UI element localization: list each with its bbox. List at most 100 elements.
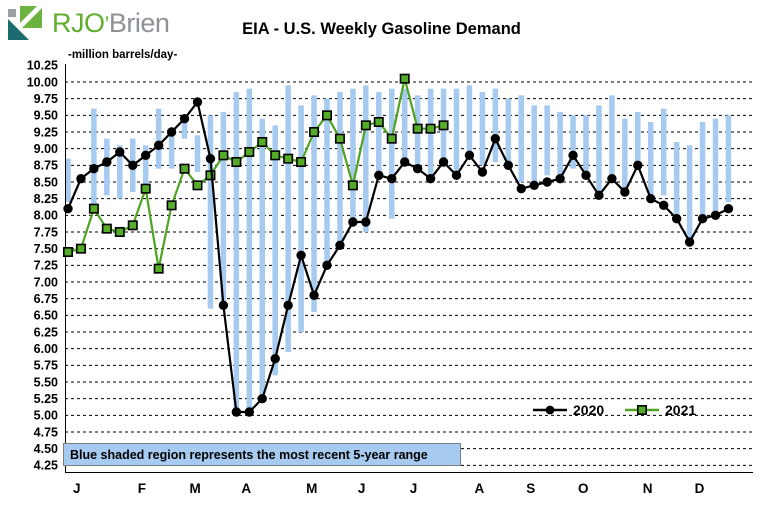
range-bar	[65, 158, 71, 203]
range-bar	[505, 98, 512, 166]
month-label: F	[138, 481, 146, 496]
series-2021-point	[321, 110, 332, 121]
series-2021-point	[231, 157, 242, 168]
legend-marker-2020	[545, 405, 555, 415]
series-2020-point	[529, 180, 539, 191]
month-label: O	[578, 481, 589, 496]
logo-wordmark: RJO’Brien	[52, 6, 170, 42]
series-2020-point	[425, 173, 436, 184]
y-tick-label: 8.50	[34, 175, 58, 189]
series-2021-point	[360, 120, 371, 131]
series-2020-line	[66, 100, 729, 414]
y-tick-label: 10.00	[27, 75, 58, 89]
month-label: M	[306, 481, 317, 496]
range-bar	[311, 95, 317, 313]
series-2021-point	[166, 200, 177, 211]
series-2020-point	[490, 133, 501, 144]
series-2021-point	[140, 183, 151, 194]
series-2021-point	[62, 247, 73, 258]
series-2020-point	[218, 300, 229, 311]
chart-title: EIA - U.S. Weekly Gasoline Demand	[242, 20, 521, 38]
series-2021-point	[412, 123, 423, 134]
series-2020-point	[76, 173, 86, 184]
series-2020-point	[555, 173, 565, 184]
range-bar	[609, 95, 615, 179]
series-2020-point	[542, 177, 552, 187]
y-tick-label: 4.75	[34, 425, 58, 439]
logo-text-rjo: RJO	[52, 8, 105, 38]
range-bar	[492, 88, 499, 163]
month-label: D	[695, 481, 705, 496]
series-2020-point	[374, 170, 384, 181]
month-label: J	[410, 481, 418, 496]
y-tick-label: 8.75	[34, 159, 58, 173]
series-2021-point	[88, 203, 99, 214]
series-2020-point	[322, 260, 332, 271]
range-bar	[466, 85, 473, 156]
rjo-obrien-logo-mark	[8, 6, 42, 40]
series-2021	[62, 73, 449, 274]
y-axis-units-label: -million barrels/day-	[68, 49, 178, 61]
month-label: A	[241, 481, 251, 496]
series-2020	[63, 97, 734, 417]
month-label: N	[643, 481, 653, 496]
series-2020-point	[400, 157, 410, 167]
series-2021-line	[67, 77, 444, 270]
y-tick-label: 9.50	[34, 109, 58, 123]
series-2020-point	[516, 183, 526, 194]
axes	[65, 64, 753, 473]
legend-label-2020: 2020	[573, 402, 604, 418]
y-tick-label: 7.25	[34, 259, 58, 273]
series-2021-point	[296, 157, 307, 168]
range-bar	[207, 115, 214, 309]
y-tick-label: 9.25	[34, 125, 58, 139]
range-bar	[544, 105, 550, 176]
series-2021-point	[309, 127, 320, 138]
range-bar	[622, 118, 628, 193]
series-2021-point	[192, 180, 203, 191]
range-bar	[168, 132, 175, 169]
series-2020-point	[594, 190, 604, 201]
series-2020-point	[283, 300, 293, 311]
y-tick-label: 10.25	[27, 59, 58, 73]
series-2020-point	[244, 407, 255, 417]
series-2020-point	[607, 173, 617, 184]
range-bar	[699, 122, 706, 216]
series-2020-point	[192, 97, 203, 107]
y-tick-label: 5.25	[34, 392, 58, 406]
range-bar	[557, 112, 563, 183]
series-2020-point	[361, 217, 371, 227]
range-bar	[220, 112, 227, 309]
range-bar	[479, 92, 486, 166]
range-bar	[518, 95, 524, 183]
range-bar	[91, 108, 97, 209]
series-2020-point	[710, 210, 721, 221]
rjo-obrien-logo: RJO’Brien	[8, 6, 170, 42]
series-2020-point	[257, 393, 267, 404]
range-bar	[673, 142, 680, 216]
series-2020-point	[348, 217, 358, 227]
series-2020-point	[205, 153, 216, 164]
series-2020-point	[684, 237, 695, 247]
range-bar	[142, 145, 149, 193]
series-2021-point	[114, 227, 125, 238]
y-tick-label: 7.50	[34, 242, 58, 256]
y-tick-label: 8.00	[34, 209, 58, 223]
range-bar	[298, 105, 304, 333]
range-bar	[570, 115, 576, 169]
range-bar	[686, 145, 693, 243]
range-bar	[453, 88, 460, 173]
series-2021-point	[347, 180, 358, 191]
month-label: J	[73, 481, 81, 496]
range-bar	[181, 115, 188, 139]
series-2020-point	[723, 203, 734, 214]
series-2021-point	[75, 243, 86, 254]
y-tick-label: 6.00	[34, 342, 58, 356]
y-tick-label: 5.50	[34, 375, 58, 389]
series-2020-point	[633, 160, 643, 171]
y-tick-label: 6.50	[34, 309, 58, 323]
y-tick-label: 9.75	[34, 92, 58, 106]
series-2020-point	[141, 150, 151, 161]
series-2020-point	[102, 157, 112, 167]
